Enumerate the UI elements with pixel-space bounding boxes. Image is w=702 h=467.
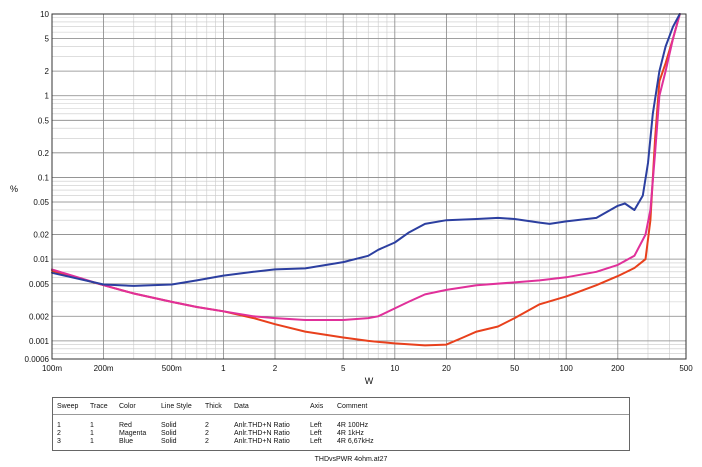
- legend-header-thick: Thick: [205, 403, 222, 410]
- x-tick-label: 500m: [162, 364, 182, 373]
- y-tick-label: 1: [45, 92, 50, 101]
- legend-cell-trace: 1: [90, 438, 94, 445]
- y-tick-label: 0.002: [29, 312, 50, 321]
- x-tick-label: 1: [221, 364, 226, 373]
- x-tick-label: 200m: [94, 364, 114, 373]
- legend-header-trace: Trace: [90, 403, 108, 410]
- legend-cell-sweep: 1: [57, 422, 61, 429]
- x-tick-label: 200: [611, 364, 625, 373]
- x-tick-label: 100m: [42, 364, 62, 373]
- series-line-2: [51, 13, 681, 321]
- y-tick-label: 0.1: [38, 173, 50, 182]
- legend-cell-axis: Left: [310, 438, 322, 445]
- y-tick-labels: 10 5 2 1 0.5 0.2 0.1 0.05 0.02 0.01 0.005 0.002 0.00…: [25, 10, 50, 364]
- x-tick-label: 20: [442, 364, 451, 373]
- legend-header-comment: Comment: [337, 403, 368, 410]
- legend-cell-color: Red: [119, 422, 132, 429]
- series-line-3: [51, 13, 681, 287]
- x-tick-label: 10: [390, 364, 399, 373]
- legend-cell-sweep: 3: [57, 438, 61, 445]
- y-tick-label: 0.005: [29, 280, 50, 289]
- legend-cell-data: Anlr.THD+N Ratio: [234, 422, 290, 429]
- legend-cell-axis: Left: [310, 422, 322, 429]
- legend-cell-thick: 2: [205, 422, 209, 429]
- plot-frame: [51, 13, 687, 360]
- legend-cell-color: Magenta: [119, 430, 147, 437]
- legend-cell-comment: 4R 6,67kHz: [337, 438, 374, 445]
- legend-cell-line-style: Solid: [161, 430, 177, 437]
- y-tick-label: 0.001: [29, 337, 50, 346]
- x-tick-label: 5: [341, 364, 346, 373]
- legend-cell-comment: 4R 1kHz: [337, 430, 364, 437]
- legend-cell-thick: 2: [205, 430, 209, 437]
- legend-cell-data: Anlr.THD+N Ratio: [234, 430, 290, 437]
- legend-header-line-style: Line Style: [161, 403, 192, 410]
- y-tick-label: 0.0006: [25, 355, 50, 364]
- legend-cell-data: Anlr.THD+N Ratio: [234, 438, 290, 445]
- legend-header-sweep: Sweep: [57, 403, 79, 410]
- legend-cell-line-style: Solid: [161, 438, 177, 445]
- legend-cell-axis: Left: [310, 430, 322, 437]
- y-tick-label: 0.01: [33, 255, 49, 264]
- legend-header-data: Data: [234, 403, 249, 410]
- y-tick-label: 2: [45, 67, 50, 76]
- series-layer: [51, 13, 681, 347]
- legend-table: Sweep Trace Color Line Style Thick Data Axis Co…: [52, 397, 630, 451]
- legend-cell-trace: 1: [90, 422, 94, 429]
- legend-cell-trace: 1: [90, 430, 94, 437]
- x-tick-label: 500: [679, 364, 693, 373]
- x-axis-label: W: [365, 376, 374, 386]
- legend-header-color: Color: [119, 403, 136, 410]
- y-tick-label: 5: [45, 35, 50, 44]
- x-tick-labels: 100m 200m 500m 1 2 5 10 20 50 100 200 500: [42, 364, 693, 373]
- legend-cell-color: Blue: [119, 438, 134, 445]
- file-name-footer: THDvsPWR 4ohm.at27: [314, 456, 388, 463]
- legend-header-axis: Axis: [310, 403, 324, 410]
- legend-cell-sweep: 2: [57, 430, 61, 437]
- y-tick-label: 0.5: [38, 116, 50, 125]
- y-tick-label: 10: [40, 10, 49, 19]
- y-tick-label: 0.02: [33, 231, 49, 240]
- x-tick-label: 50: [510, 364, 519, 373]
- legend-cell-line-style: Solid: [161, 422, 177, 429]
- plot-background: [52, 14, 686, 359]
- y-tick-label: 0.05: [33, 198, 49, 207]
- y-tick-label: 0.2: [38, 149, 50, 158]
- legend-cell-thick: 2: [205, 438, 209, 445]
- legend-header-rule: [53, 414, 629, 415]
- thd-vs-power-chart: 100m 200m 500m 1 2 5 10 20 50 100 200 500 10 5 2 1 0.5 0…: [10, 10, 693, 386]
- y-axis-label: %: [10, 184, 18, 194]
- legend-cell-comment: 4R 100Hz: [337, 422, 369, 429]
- x-tick-label: 2: [273, 364, 278, 373]
- x-tick-label: 100: [560, 364, 574, 373]
